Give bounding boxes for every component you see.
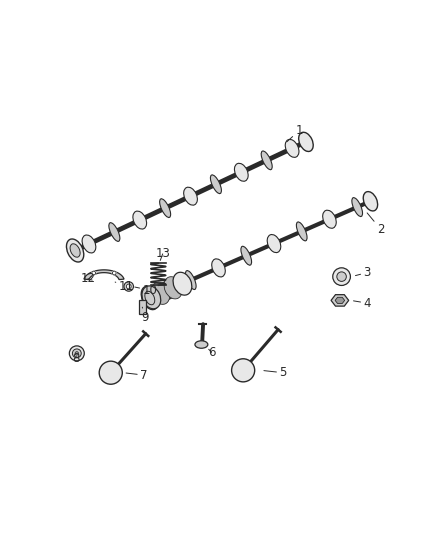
Text: 13: 13 [155, 247, 170, 261]
Circle shape [99, 361, 122, 384]
Polygon shape [84, 270, 124, 280]
Circle shape [337, 272, 346, 281]
Circle shape [232, 359, 254, 382]
Ellipse shape [234, 163, 248, 181]
Circle shape [127, 284, 131, 289]
Ellipse shape [173, 272, 192, 295]
Ellipse shape [82, 235, 96, 253]
Text: 2: 2 [367, 213, 385, 236]
Ellipse shape [141, 286, 159, 310]
Ellipse shape [195, 341, 208, 348]
Ellipse shape [145, 291, 155, 305]
Ellipse shape [67, 239, 84, 262]
Text: 9: 9 [141, 307, 148, 324]
Circle shape [92, 271, 95, 275]
Circle shape [75, 352, 78, 355]
Circle shape [124, 282, 134, 291]
Ellipse shape [261, 151, 272, 169]
FancyBboxPatch shape [139, 300, 146, 314]
Ellipse shape [323, 210, 336, 228]
Ellipse shape [142, 286, 161, 309]
Circle shape [72, 349, 81, 358]
Ellipse shape [184, 187, 198, 205]
Polygon shape [335, 297, 345, 303]
Circle shape [333, 268, 350, 286]
Circle shape [113, 271, 116, 275]
Ellipse shape [133, 211, 147, 229]
Ellipse shape [152, 282, 170, 304]
Text: 7: 7 [126, 369, 148, 382]
Ellipse shape [352, 198, 363, 216]
Ellipse shape [363, 191, 378, 211]
Ellipse shape [241, 246, 251, 265]
Text: 11: 11 [115, 280, 134, 293]
Ellipse shape [156, 283, 170, 301]
Ellipse shape [210, 175, 222, 193]
Ellipse shape [299, 132, 313, 151]
Text: 6: 6 [208, 346, 215, 359]
Text: 5: 5 [264, 366, 286, 379]
Text: 12: 12 [81, 272, 95, 285]
Ellipse shape [159, 199, 171, 217]
Ellipse shape [285, 140, 299, 157]
Ellipse shape [267, 235, 281, 253]
Ellipse shape [164, 277, 182, 299]
Ellipse shape [109, 223, 120, 241]
Polygon shape [331, 295, 349, 306]
Text: 8: 8 [72, 352, 79, 365]
Text: 10: 10 [135, 284, 157, 297]
Text: 1: 1 [287, 124, 303, 142]
Ellipse shape [297, 222, 307, 241]
Circle shape [69, 346, 84, 361]
Ellipse shape [70, 244, 80, 257]
Ellipse shape [212, 259, 225, 277]
Text: 3: 3 [356, 266, 371, 279]
Polygon shape [148, 276, 186, 305]
Ellipse shape [185, 271, 196, 289]
Text: 4: 4 [353, 296, 371, 310]
